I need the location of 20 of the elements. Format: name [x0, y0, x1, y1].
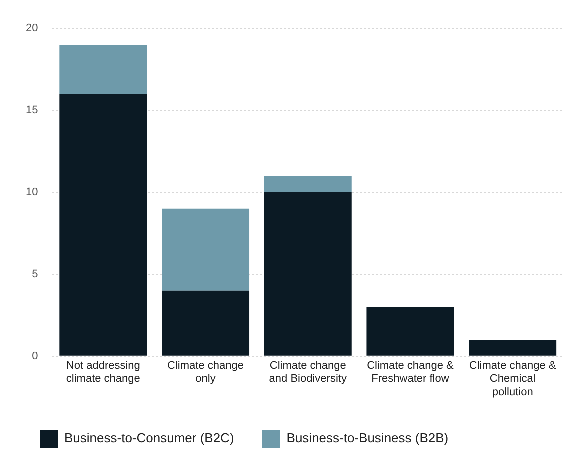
bar — [60, 94, 148, 356]
y-tick-label: 20 — [26, 22, 38, 35]
bar — [469, 340, 557, 356]
x-tick-label: Climate change and Biodiversity — [269, 360, 348, 386]
bar — [162, 290, 250, 356]
y-tick-label: 5 — [32, 268, 38, 280]
legend-label: Business-to-Consumer (B2C) — [64, 430, 234, 446]
x-tick-label: Climate change only — [168, 360, 244, 386]
bar — [162, 208, 250, 291]
bar — [264, 192, 352, 356]
y-tick-label: 15 — [26, 104, 38, 117]
y-tick-label: 0 — [32, 350, 38, 362]
x-tick-label: Climate change & Freshwater flow — [367, 360, 455, 386]
bar — [264, 176, 352, 192]
y-tick-label: 10 — [26, 186, 38, 199]
x-tick-label: Climate change & Chemical pollution — [469, 360, 557, 398]
bar — [366, 307, 454, 356]
bar — [60, 44, 148, 94]
legend-label: Business-to-Business (B2B) — [286, 430, 449, 446]
x-tick-label: Not addressing climate change — [66, 360, 140, 386]
